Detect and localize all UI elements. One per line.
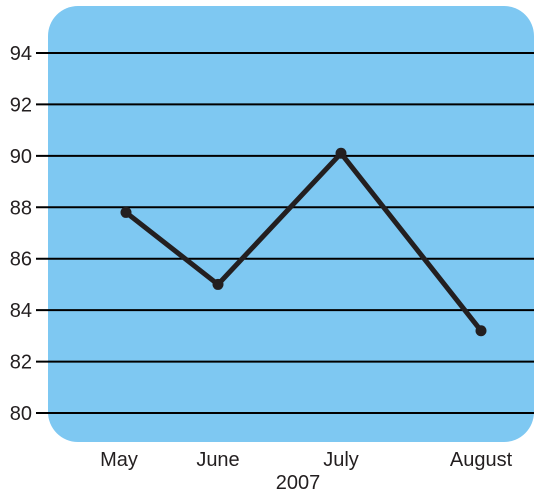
data-point-june [212,278,224,290]
x-axis-categories: May June July August [100,449,512,471]
data-point-may [120,206,132,218]
x-category-label: June [196,449,239,471]
y-tick-label: 84 [10,300,32,322]
x-axis-label: 2007 [276,472,321,493]
y-tick-label: 90 [10,146,32,168]
x-category-label: August [450,449,513,471]
plot-background [48,6,534,442]
y-tick-label: 86 [10,249,32,271]
series-line [124,150,483,333]
x-category-label: May [100,449,138,471]
data-point-august [475,325,487,337]
y-tick-label: 80 [10,403,32,425]
y-tick-label: 82 [10,352,32,374]
y-tick-label: 92 [10,94,32,116]
gridlines [36,52,534,414]
x-category-label: July [323,449,359,471]
y-tick-label: 88 [10,197,32,219]
series-group [120,147,487,337]
y-axis-ticks: 80 82 84 86 88 90 92 94 [10,43,32,425]
data-point-july [335,147,347,159]
y-tick-label: 94 [10,43,32,65]
